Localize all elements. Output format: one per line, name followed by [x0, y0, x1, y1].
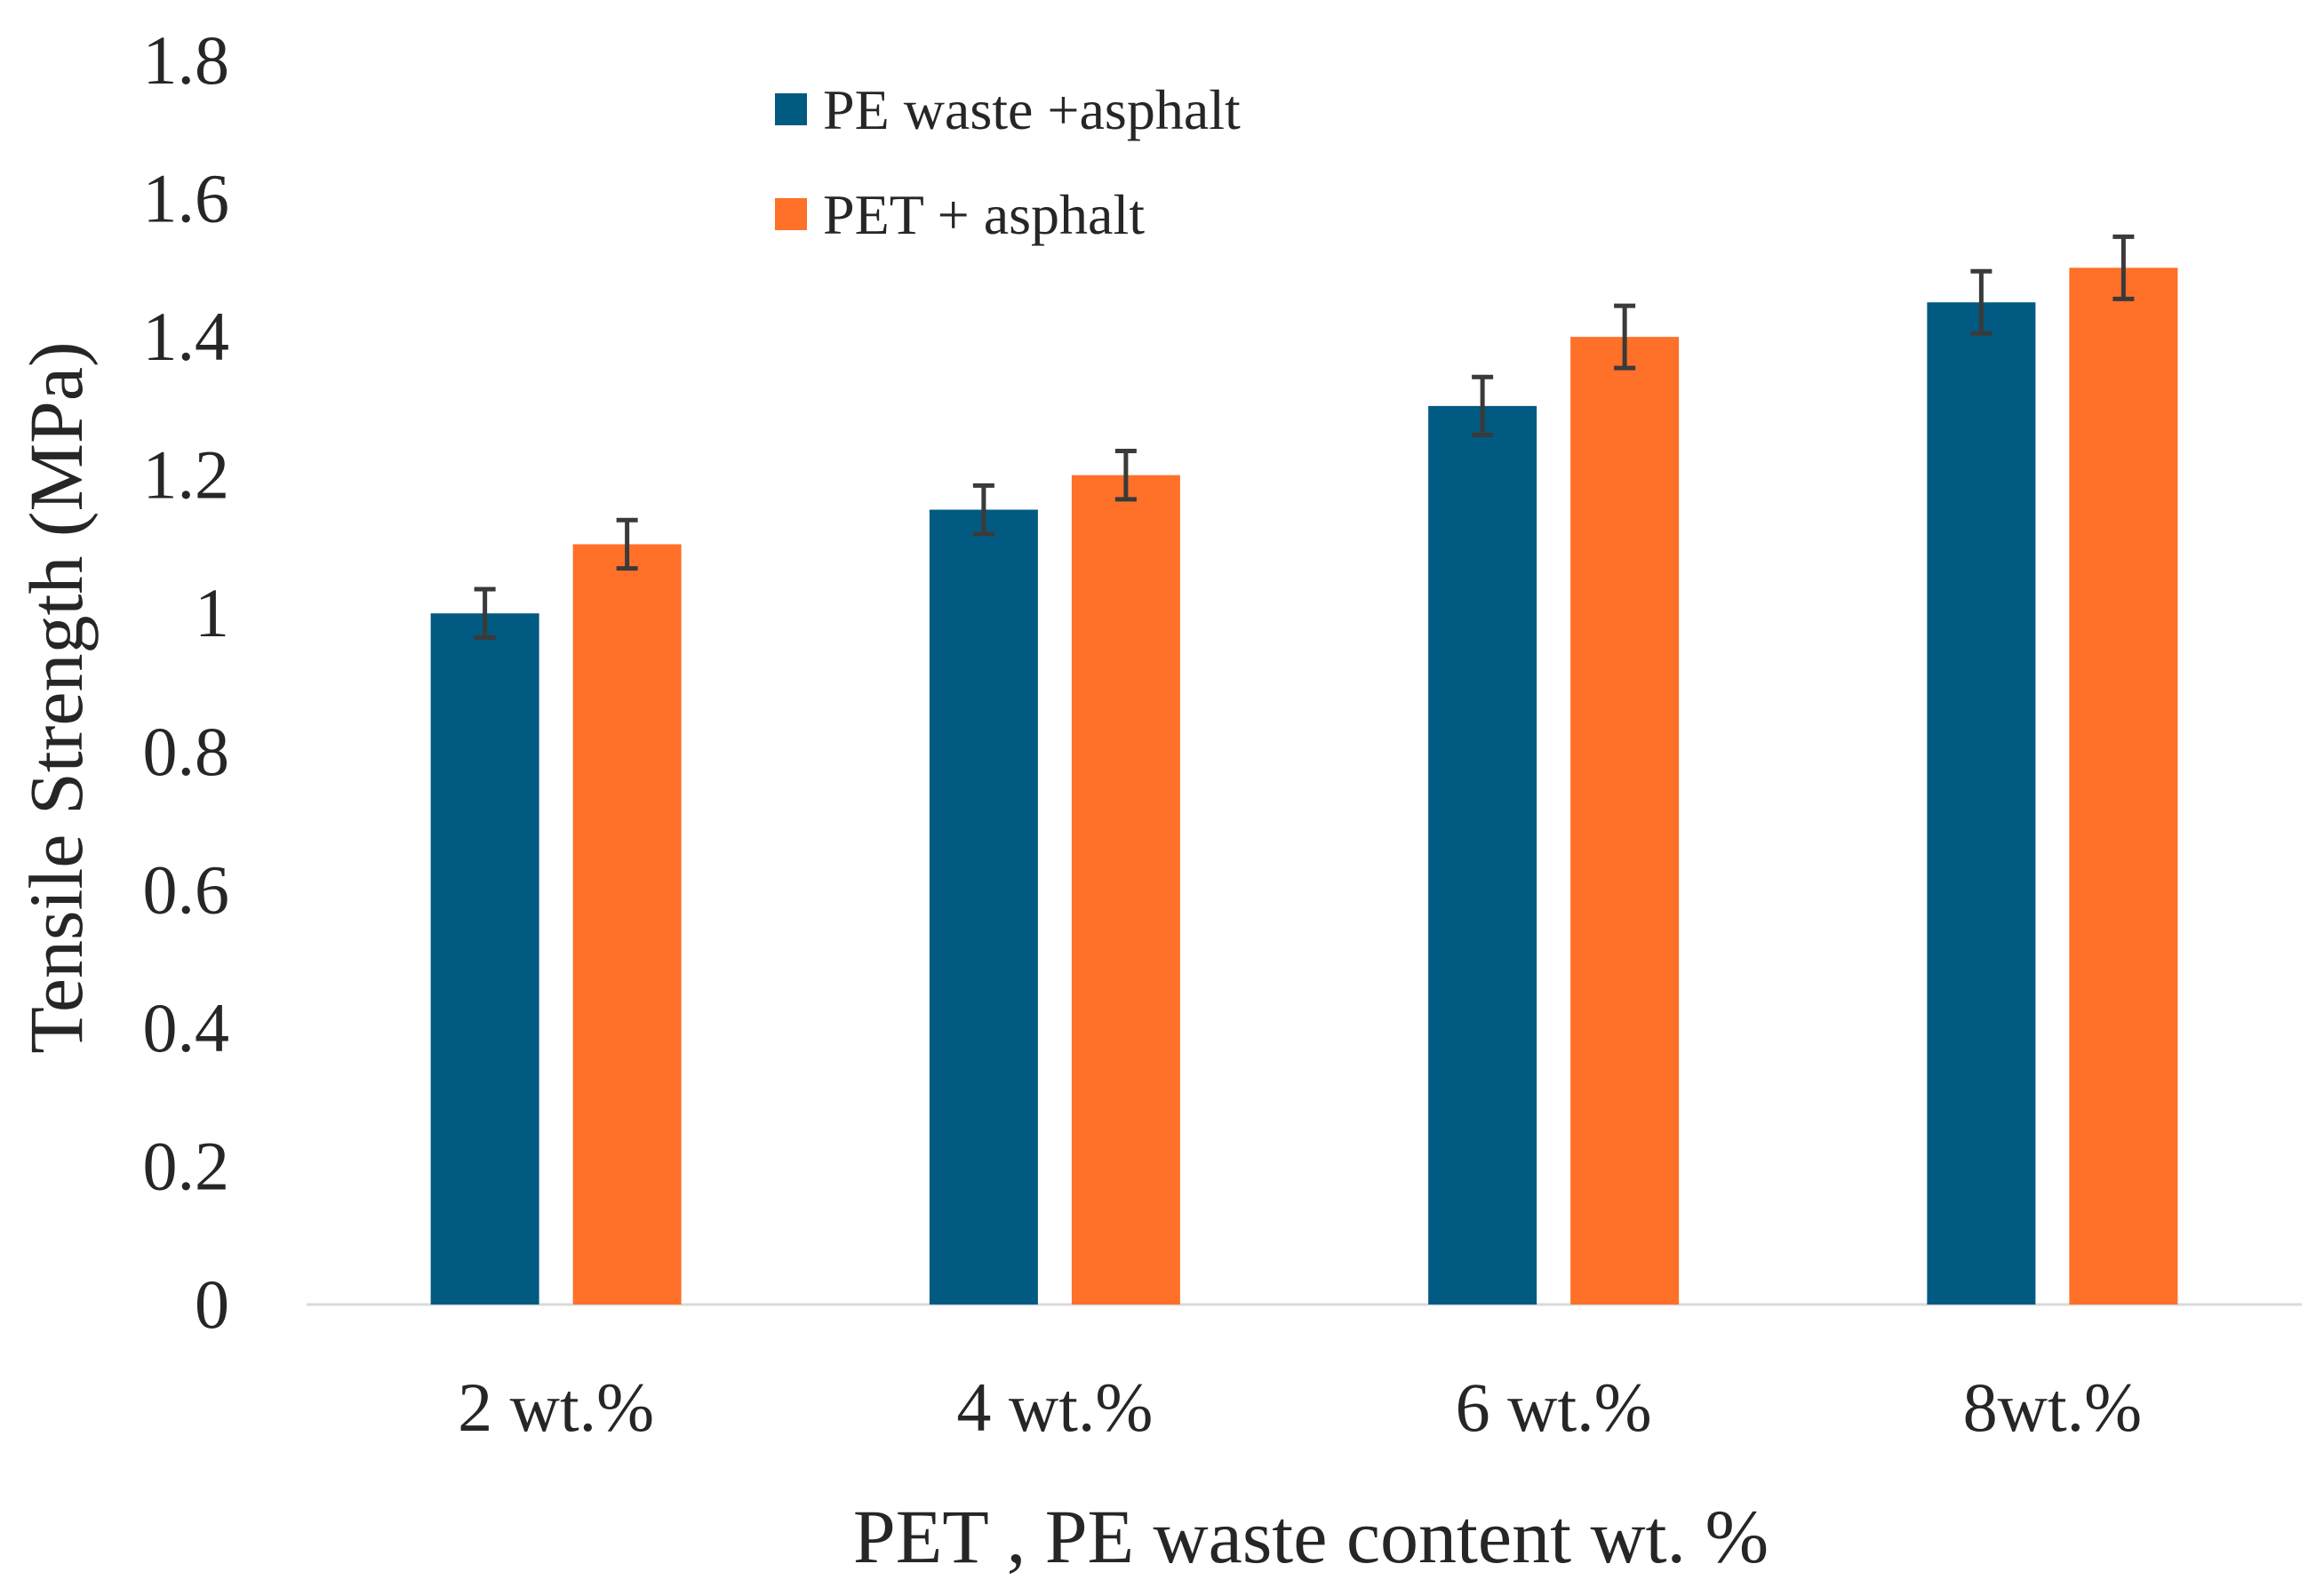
x-axis-ticks: 2 wt.% 4 wt.% 6 wt.% 8wt.% [458, 1369, 2142, 1446]
bar-series-1-cat-1 [430, 613, 539, 1305]
bar-series-1-cat-3 [1428, 405, 1537, 1305]
error-bar-series-2-cat-2 [1114, 448, 1137, 502]
x-tick-label: 2 wt.% [458, 1369, 654, 1446]
y-tick-label: 1.8 [143, 21, 230, 99]
y-tick-label: 0.2 [143, 1127, 230, 1204]
y-tick-label: 1.4 [143, 298, 230, 375]
legend-swatch-pet [775, 198, 807, 230]
y-tick-label: 0.6 [143, 850, 230, 928]
y-tick-label: 0.8 [143, 713, 230, 790]
legend-label-pet: PET + asphalt [823, 183, 1145, 246]
error-bar-series-1-cat-4 [1970, 268, 1993, 336]
x-tick-label: 6 wt.% [1456, 1369, 1652, 1446]
bar-series-2-cat-1 [572, 544, 682, 1305]
error-bar-series-1-cat-2 [972, 483, 994, 537]
bars [430, 234, 2178, 1305]
legend: PE waste +asphalt PET + asphalt [775, 78, 1241, 246]
y-tick-label: 1 [195, 574, 229, 651]
error-bar-series-1-cat-1 [474, 587, 496, 640]
y-axis-title: Tensile Strength (MPa) [13, 341, 99, 1053]
legend-swatch-pe-waste [775, 93, 807, 125]
x-tick-label: 8wt.% [1963, 1369, 2142, 1446]
bar-series-2-cat-4 [2069, 267, 2178, 1305]
error-bar-series-2-cat-3 [1614, 303, 1636, 371]
bar-series-1-cat-2 [929, 509, 1038, 1305]
error-bar-series-1-cat-3 [1472, 374, 1494, 438]
bar-series-1-cat-4 [1927, 302, 2036, 1305]
y-tick-label: 0 [195, 1265, 229, 1343]
error-bar-series-2-cat-1 [616, 517, 638, 571]
y-tick-label: 1.2 [143, 436, 230, 514]
y-tick-label: 0.4 [143, 989, 230, 1066]
y-tick-label: 1.6 [143, 160, 230, 237]
y-axis-ticks: 0 0.2 0.4 0.6 0.8 1 1.2 1.4 1.6 1.8 [143, 21, 230, 1343]
error-bar-series-2-cat-4 [2112, 234, 2135, 301]
legend-label-pe-waste: PE waste +asphalt [823, 78, 1241, 141]
x-axis-title: PET , PE waste content wt. % [853, 1494, 1769, 1579]
bar-series-2-cat-2 [1071, 475, 1180, 1305]
x-tick-label: 4 wt.% [956, 1369, 1153, 1446]
bar-series-2-cat-3 [1570, 337, 1680, 1305]
